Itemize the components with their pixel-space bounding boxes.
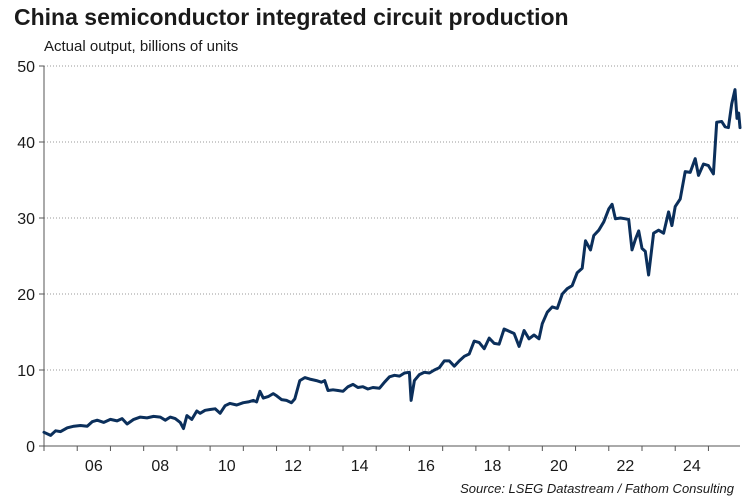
y-tick-label: 30 bbox=[17, 211, 35, 228]
x-tick-label: 20 bbox=[550, 458, 568, 475]
x-tick-label: 22 bbox=[616, 458, 634, 475]
y-tick-label: 50 bbox=[17, 59, 35, 76]
x-tick-label: 24 bbox=[683, 458, 701, 475]
y-tick-label: 10 bbox=[17, 363, 35, 380]
y-tick-label: 40 bbox=[17, 135, 35, 152]
chart-source: Source: LSEG Datastream / Fathom Consult… bbox=[460, 481, 734, 496]
x-tick-label: 06 bbox=[85, 458, 103, 475]
series-line bbox=[42, 88, 742, 437]
x-tick-label: 16 bbox=[417, 458, 435, 475]
chart-subtitle: Actual output, billions of units bbox=[44, 38, 239, 55]
x-tick-label: 12 bbox=[284, 458, 302, 475]
y-tick-label: 20 bbox=[17, 287, 35, 304]
x-tick-label: 14 bbox=[351, 458, 369, 475]
chart-title: China semiconductor integrated circuit p… bbox=[14, 4, 569, 30]
x-tick-label: 08 bbox=[151, 458, 169, 475]
y-tick-label: 0 bbox=[26, 439, 35, 456]
x-tick-label: 10 bbox=[218, 458, 236, 475]
x-tick-label: 18 bbox=[484, 458, 502, 475]
